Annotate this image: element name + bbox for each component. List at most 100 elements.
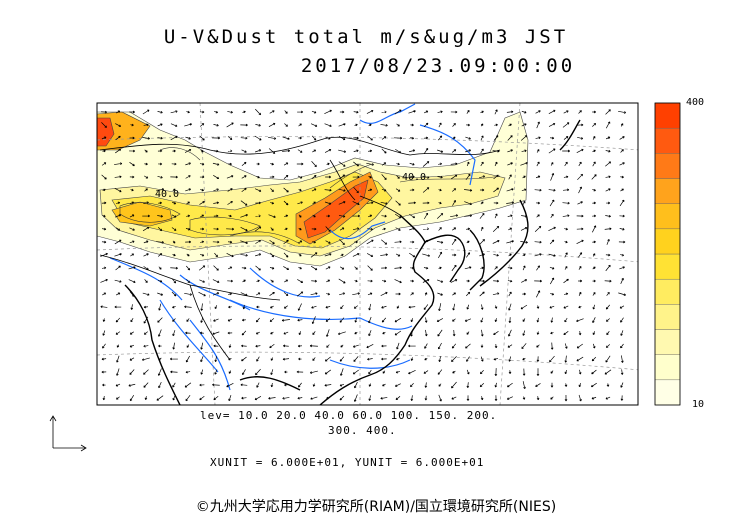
- wind-arrow: [213, 265, 219, 271]
- wind-arrow: [102, 343, 106, 349]
- wind-arrow: [324, 383, 332, 387]
- wind-arrow: [311, 316, 316, 324]
- wind-arrow: [464, 318, 472, 322]
- wind-arrow: [494, 368, 498, 377]
- wind-arrow: [396, 175, 400, 179]
- wind-arrow: [338, 123, 346, 127]
- wind-arrow: [157, 123, 163, 127]
- copyright-credit: ©九州大学応用力学研究所(RIAM)/国立環境研究所(NIES): [195, 499, 557, 515]
- wind-arrow: [339, 174, 346, 180]
- wind-arrow: [479, 291, 485, 297]
- wind-arrow: [534, 253, 542, 257]
- wind-arrow: [564, 227, 568, 231]
- wind-arrow: [143, 305, 149, 309]
- wind-arrow: [480, 110, 484, 114]
- wind-arrow: [339, 356, 345, 362]
- wind-arrow: [240, 136, 248, 140]
- wind-arrow: [241, 344, 247, 348]
- wind-arrow: [548, 188, 556, 192]
- wind-arrow: [213, 318, 219, 322]
- wind-arrow: [507, 382, 513, 388]
- dust-core-west: [111, 201, 173, 227]
- borders: [99, 136, 501, 361]
- wind-arrow: [256, 382, 260, 388]
- wind-arrow: [450, 279, 458, 283]
- wind-arrow: [450, 162, 458, 166]
- wind-arrow: [254, 188, 262, 192]
- wind-arrow: [520, 161, 528, 166]
- wind-arrow: [116, 368, 120, 376]
- dust-core-east-max: [303, 179, 369, 239]
- wind-arrow: [143, 240, 149, 244]
- wind-arrow: [255, 253, 262, 257]
- wind-arrow: [381, 136, 387, 140]
- wind-arrow: [366, 253, 374, 257]
- wind-arrow: [157, 226, 163, 232]
- wind-arrow: [352, 227, 360, 231]
- wind-arrow: [186, 110, 190, 114]
- wind-arrow: [493, 279, 500, 283]
- wind-arrow: [534, 225, 542, 232]
- wind-arrow: [297, 201, 303, 205]
- wind-arrow: [466, 240, 470, 244]
- wind-arrow: [312, 240, 316, 244]
- wind-arrow: [129, 291, 135, 297]
- wind-arrow: [576, 148, 584, 154]
- wind-arrow: [339, 395, 345, 401]
- colorbar-segment: [654, 102, 681, 129]
- wind-arrow: [269, 291, 275, 296]
- wind-arrow: [255, 214, 261, 218]
- wind-arrow: [578, 279, 583, 283]
- wind-arrow: [620, 277, 624, 284]
- wind-arrow: [157, 214, 163, 218]
- wind-arrow: [409, 213, 416, 219]
- wind-arrow: [157, 253, 163, 257]
- wind-arrow: [172, 382, 176, 388]
- wind-arrow: [157, 175, 163, 179]
- wind-arrow: [340, 305, 344, 310]
- dust-core-northwest-max: [97, 117, 115, 147]
- wind-arrow: [605, 136, 611, 140]
- wind-arrow: [270, 188, 274, 192]
- wind-arrow: [101, 240, 107, 244]
- wind-arrow: [452, 200, 456, 206]
- wind-arrow: [101, 201, 107, 205]
- wind-arrow: [212, 279, 220, 283]
- wind-arrow: [226, 227, 235, 231]
- colorbar-segment: [654, 253, 681, 280]
- wind-arrow: [270, 357, 274, 361]
- wind-arrow: [465, 136, 471, 140]
- wind-arrow: [520, 135, 528, 141]
- wind-arrow: [535, 136, 541, 140]
- wind-arrow: [577, 136, 584, 140]
- wind-arrow: [535, 110, 541, 114]
- wind-arrow: [228, 162, 232, 166]
- wind-arrow: [409, 149, 416, 153]
- wind-arrow: [618, 240, 626, 244]
- wind-arrow: [256, 356, 260, 362]
- wind-arrow: [283, 344, 289, 348]
- wind-arrow: [423, 304, 429, 310]
- wind-arrow: [549, 305, 555, 309]
- wind-arrow: [605, 175, 611, 179]
- colorbar-segment: [654, 304, 681, 330]
- wind-arrow: [227, 110, 233, 114]
- wind-arrow: [352, 253, 360, 257]
- wind-arrow: [172, 342, 175, 350]
- wind-arrow: [521, 123, 527, 127]
- wind-arrow: [382, 383, 386, 387]
- wind-arrow: [186, 253, 190, 257]
- wind-arrow: [325, 305, 331, 309]
- wind-arrow: [492, 149, 500, 153]
- wind-arrow: [368, 188, 373, 192]
- wind-arrow: [326, 344, 330, 348]
- wind-arrow: [352, 175, 360, 179]
- wind-arrow: [324, 123, 332, 127]
- wind-arrow: [338, 201, 346, 205]
- wind-arrow: [536, 265, 540, 271]
- wind-arrow: [283, 331, 289, 335]
- wind-arrow: [213, 227, 219, 231]
- wind-arrow: [424, 317, 428, 323]
- wind-arrow: [394, 213, 402, 219]
- wind-arrow: [381, 214, 387, 218]
